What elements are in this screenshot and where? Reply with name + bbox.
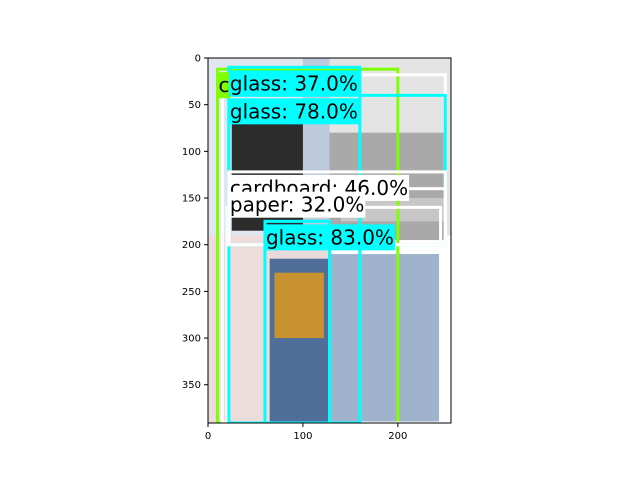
y-tick-label: 300 (182, 334, 201, 345)
detection-label-bg-7 (264, 224, 395, 251)
x-tick-label: 100 (293, 431, 312, 442)
axes-frame (207, 57, 452, 424)
detection-label-bg-3 (228, 70, 359, 97)
detection-label-3: glass: 37.0% (230, 71, 358, 95)
y-tick-label: 50 (188, 100, 201, 111)
scene-can-label (274, 272, 324, 339)
y-tick-label: 350 (182, 380, 201, 391)
detection-labels: c glass: 37.0%glass: 78.0%cardboard: 46.0… (217, 70, 410, 251)
y-axis-ticks: 0 50 100 150 200 250 300 350 (182, 54, 208, 391)
x-tick-label: 200 (388, 431, 407, 442)
x-tick-label: 0 (205, 431, 211, 442)
y-tick-label: 0 (195, 54, 201, 65)
y-tick-label: 250 (182, 287, 201, 298)
detection-label-4: glass: 78.0% (230, 99, 358, 123)
detection-label-7: glass: 83.0% (266, 225, 394, 249)
y-tick-label: 200 (182, 240, 201, 251)
y-tick-label: 100 (182, 147, 201, 158)
detection-label-0: c (218, 73, 229, 97)
scene-blanket-band (340, 198, 446, 222)
detection-label-bg-6 (228, 191, 366, 218)
detection-label-bg-4 (228, 98, 359, 125)
detection-label-6: paper: 32.0% (230, 193, 364, 217)
y-tick-label: 150 (182, 194, 201, 205)
detection-label-bg-0 (217, 72, 231, 99)
scene-magazine (329, 254, 441, 423)
detection-box-7 (263, 219, 331, 423)
x-axis-ticks: 0 100 200 (205, 423, 407, 442)
